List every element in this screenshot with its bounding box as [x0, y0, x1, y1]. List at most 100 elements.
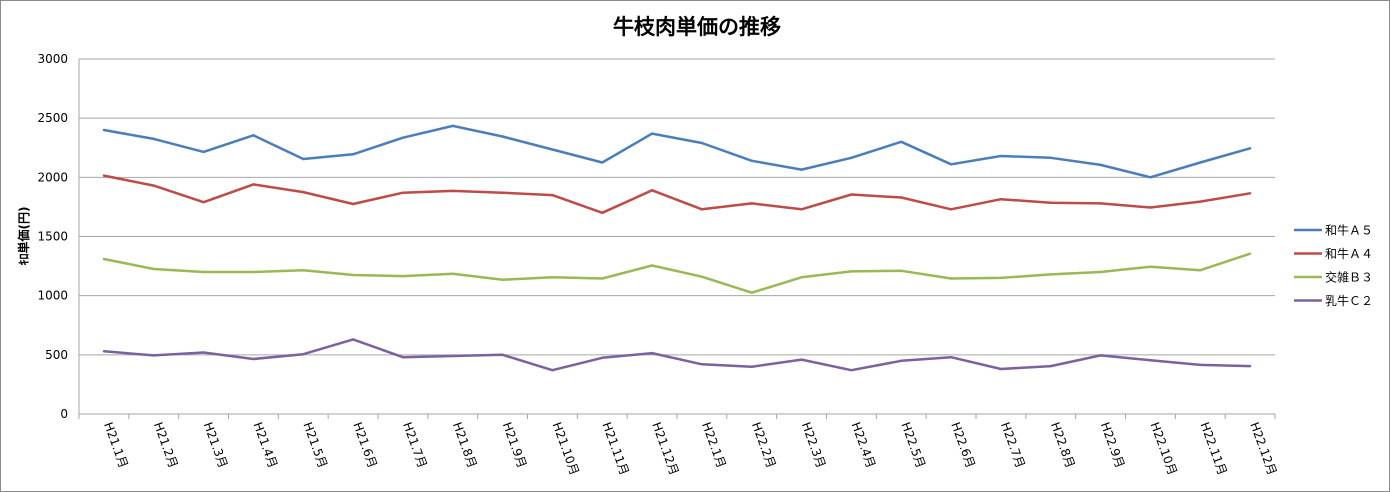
- data-point: [302, 190, 305, 194]
- data-point: [800, 276, 803, 279]
- data-point: [850, 193, 853, 196]
- legend-label: 和牛Ａ４: [1325, 246, 1373, 261]
- data-point: [1099, 354, 1102, 357]
- data-point: [202, 351, 205, 354]
- data-point: [551, 276, 554, 279]
- x-tick-label: H22.2月: [749, 420, 778, 470]
- legend-label: 交雑Ｂ３: [1325, 270, 1373, 285]
- data-point: [1149, 358, 1152, 362]
- x-tick-label: H21.10月: [550, 420, 582, 477]
- x-tick-label: H22.7月: [998, 420, 1027, 470]
- x-tick-label: H22.12月: [1247, 420, 1279, 477]
- y-tick-label: 0: [60, 407, 68, 421]
- x-tick-label: H21.9月: [500, 420, 529, 470]
- data-point: [202, 150, 205, 154]
- data-point: [1149, 206, 1152, 209]
- data-point: [302, 269, 305, 272]
- y-tick-label: 2500: [37, 111, 68, 125]
- data-point: [351, 202, 355, 206]
- x-tick-label: H22.3月: [799, 420, 828, 470]
- x-tick-label: H21.5月: [300, 420, 329, 470]
- data-point: [102, 257, 106, 261]
- data-point: [700, 208, 704, 211]
- data-point: [102, 350, 106, 353]
- data-point: [451, 272, 454, 275]
- data-point: [102, 174, 106, 177]
- y-tick-label: 2000: [37, 170, 68, 184]
- x-tick-label: H21.7月: [400, 420, 429, 470]
- data-point: [152, 137, 155, 141]
- data-point: [800, 208, 803, 211]
- data-point: [152, 184, 155, 187]
- data-point: [850, 156, 853, 160]
- x-tick-label: H21.4月: [251, 420, 280, 470]
- x-tick-label: H21.8月: [450, 420, 479, 470]
- x-tick-label: H22.1月: [699, 420, 728, 470]
- x-tick-label: H22.5月: [898, 420, 927, 470]
- legend: 和牛Ａ５ 和牛Ａ４ 交雑Ｂ３ 乳牛Ｃ２: [1294, 223, 1373, 308]
- y-tick-label: 1500: [37, 230, 68, 244]
- x-tick-label: H22.10月: [1148, 420, 1180, 477]
- x-tick-label: H22.6月: [948, 420, 977, 470]
- data-point: [451, 124, 454, 128]
- data-point: [999, 276, 1003, 280]
- x-tick-label: H22.11月: [1197, 420, 1229, 477]
- x-tick-label: H22.9月: [1098, 420, 1127, 470]
- data-point: [1049, 364, 1052, 368]
- y-axis-label: ｷﾛ単価(円): [16, 207, 31, 266]
- data-point: [202, 270, 205, 274]
- data-point: [302, 353, 305, 356]
- data-point: [700, 275, 704, 278]
- series-line-4: [103, 338, 1251, 372]
- data-point: [949, 208, 953, 211]
- data-point: [401, 274, 405, 278]
- data-point: [1149, 176, 1152, 179]
- data-point: [252, 270, 255, 274]
- x-tick-label: H21.11月: [599, 420, 631, 477]
- data-point: [850, 369, 853, 372]
- data-point: [351, 153, 355, 156]
- data-point: [601, 356, 604, 359]
- data-point: [700, 141, 704, 145]
- data-point: [750, 365, 753, 368]
- series-line-2: [103, 174, 1251, 215]
- data-point: [302, 157, 305, 161]
- data-point: [252, 357, 255, 361]
- data-point: [1049, 201, 1052, 204]
- x-tick-label: H22.8月: [1048, 420, 1077, 470]
- data-point: [152, 354, 155, 357]
- x-tick-label: H21.6月: [350, 420, 379, 470]
- data-point: [351, 338, 355, 341]
- data-point: [451, 189, 454, 193]
- data-point: [501, 278, 504, 281]
- data-point: [1199, 269, 1202, 272]
- data-point: [351, 273, 355, 277]
- x-tick-label: H22.4月: [849, 420, 878, 470]
- data-point: [202, 200, 205, 204]
- series-line-3: [103, 252, 1251, 294]
- data-point: [1199, 200, 1202, 203]
- data-point: [850, 270, 853, 273]
- x-tick-label: H21.1月: [101, 420, 130, 470]
- data-point: [1248, 364, 1252, 368]
- x-tick-label: H21.12月: [649, 420, 681, 477]
- data-point: [949, 356, 953, 359]
- data-point: [1199, 363, 1202, 367]
- y-tick-labels: 0 500 1000 1500 2000 2500 3000: [37, 52, 68, 421]
- data-point: [252, 183, 255, 186]
- series-line-1: [103, 124, 1251, 179]
- data-point: [999, 154, 1003, 158]
- data-point: [1099, 163, 1102, 167]
- data-point: [650, 132, 654, 135]
- data-point: [650, 351, 654, 355]
- data-point: [1049, 156, 1052, 160]
- data-point: [1248, 192, 1252, 195]
- data-point: [800, 168, 803, 171]
- data-point: [750, 291, 753, 294]
- data-point: [401, 191, 405, 194]
- legend-label: 乳牛Ｃ２: [1325, 293, 1373, 308]
- data-point: [750, 202, 753, 205]
- legend-item: 交雑Ｂ３: [1294, 270, 1373, 285]
- data-point: [900, 196, 903, 199]
